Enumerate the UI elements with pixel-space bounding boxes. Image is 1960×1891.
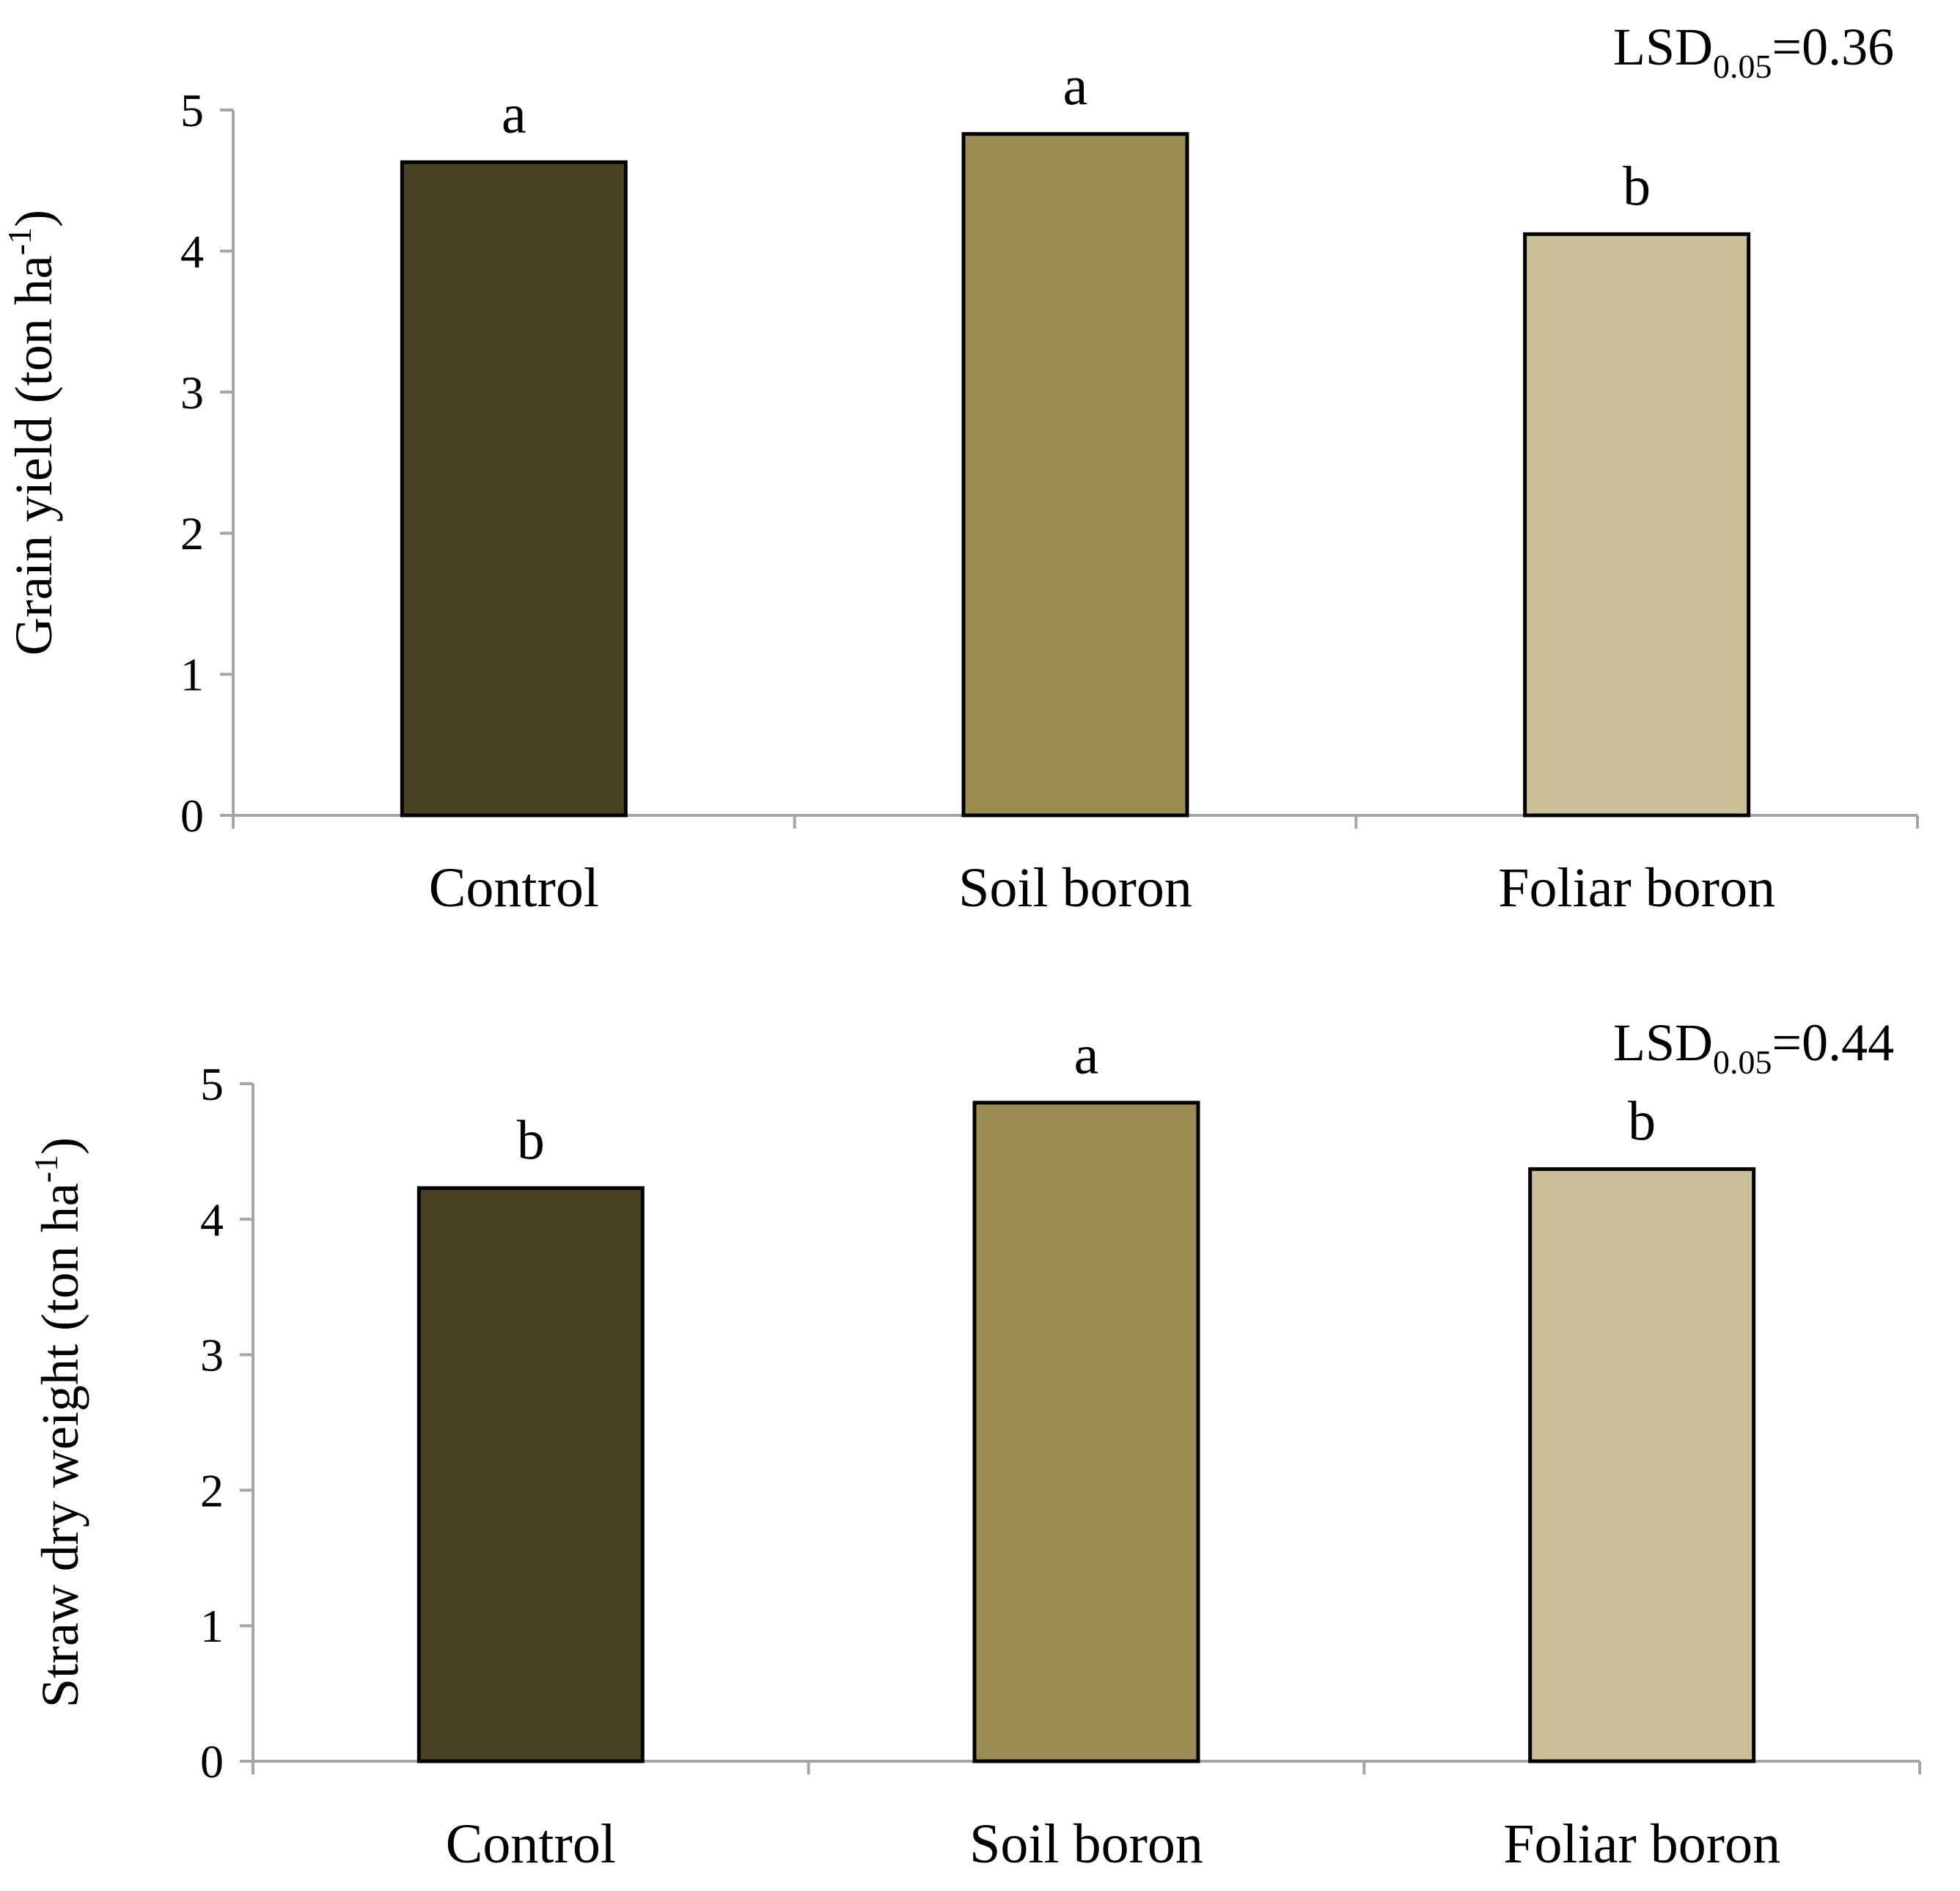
category-label: Foliar boron bbox=[1498, 857, 1775, 919]
significance-letter: b bbox=[1623, 155, 1651, 217]
y-tick-label: 2 bbox=[200, 1464, 224, 1516]
lsd-subscript: 0.05 bbox=[1713, 1043, 1772, 1081]
lsd-value: =0.36 bbox=[1772, 18, 1895, 76]
lsd-value: =0.44 bbox=[1772, 1013, 1895, 1072]
grain-yield-chart: 0 1 2 3 4 5 a Control a Soil boron b Foliar boron Gr… bbox=[1, 18, 1919, 919]
significance-letter: b bbox=[517, 1109, 545, 1171]
category-label: Foliar boron bbox=[1503, 1813, 1780, 1875]
y-axis-title: Straw dry weight (ton ha-1) bbox=[27, 1137, 89, 1708]
category-label: Control bbox=[446, 1813, 616, 1875]
category-label: Soil boron bbox=[958, 857, 1192, 919]
y-axis-title-superscript: -1 bbox=[27, 1155, 65, 1183]
y-tick-label: 5 bbox=[200, 1058, 224, 1110]
significance-letter: a bbox=[502, 84, 526, 145]
y-tick-label: 0 bbox=[180, 790, 204, 842]
y-axis-title-main: Grain yield (ton ha bbox=[4, 255, 63, 656]
bar bbox=[1523, 232, 1751, 818]
y-tick-label: 5 bbox=[180, 84, 204, 136]
lsd-prefix: LSD bbox=[1613, 1013, 1713, 1072]
lsd-subscript: 0.05 bbox=[1713, 48, 1772, 85]
y-tick-label: 1 bbox=[180, 649, 204, 701]
category-label: Soil boron bbox=[969, 1813, 1203, 1875]
y-tick-label: 1 bbox=[200, 1600, 224, 1652]
bar bbox=[400, 160, 628, 818]
y-tick-label: 3 bbox=[180, 367, 204, 419]
lsd-annotation: LSD0.05=0.44 bbox=[1613, 1013, 1894, 1081]
y-axis-title-end: ) bbox=[4, 210, 63, 227]
bar bbox=[972, 1101, 1200, 1763]
lsd-prefix: LSD bbox=[1613, 18, 1713, 76]
y-axis-title-superscript: -1 bbox=[1, 227, 38, 255]
y-tick-label: 2 bbox=[180, 507, 204, 559]
y-axis-title: Grain yield (ton ha-1) bbox=[1, 210, 63, 656]
straw-dry-weight-chart: 0 1 2 3 4 5 b Control a Soil boron b Foliar boron St… bbox=[27, 1013, 1921, 1875]
significance-letter: a bbox=[1074, 1024, 1099, 1086]
y-tick-label: 4 bbox=[180, 225, 204, 277]
significance-letter: b bbox=[1628, 1090, 1656, 1152]
y-tick-label: 4 bbox=[200, 1194, 224, 1246]
lsd-annotation: LSD0.05=0.36 bbox=[1613, 18, 1894, 85]
y-axis-title-main: Straw dry weight (ton ha bbox=[31, 1183, 89, 1708]
bar bbox=[1528, 1167, 1756, 1763]
y-axis-title-end: ) bbox=[31, 1137, 89, 1155]
y-tick-label: 0 bbox=[200, 1736, 224, 1788]
bar bbox=[961, 132, 1189, 818]
y-tick-label: 3 bbox=[200, 1329, 224, 1381]
category-label: Control bbox=[429, 857, 599, 919]
significance-letter: a bbox=[1063, 56, 1088, 117]
bar bbox=[416, 1186, 645, 1763]
